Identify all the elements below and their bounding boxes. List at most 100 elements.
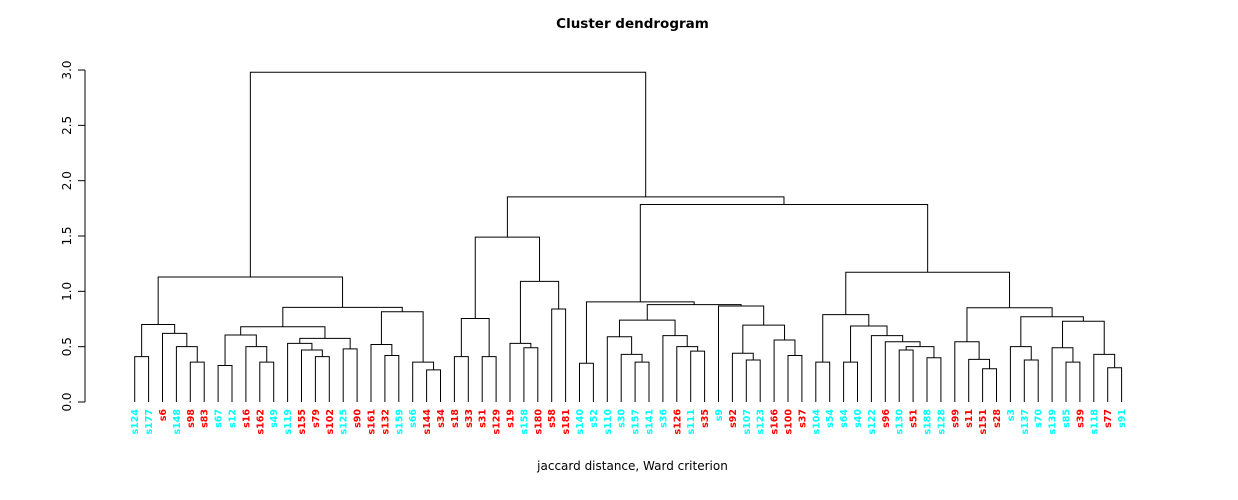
dendrogram-branch (822, 314, 870, 363)
dendrogram-branch (453, 356, 469, 402)
dendrogram-branch (162, 332, 188, 402)
dendrogram-branch (954, 341, 980, 402)
leaf-label-s118: s118 (1089, 409, 1100, 435)
dendrogram-branch (551, 308, 567, 402)
leaf-label-s16: s16 (241, 409, 252, 428)
dendrogram-branch (245, 346, 268, 402)
leaf-label-s161: s161 (367, 409, 378, 435)
leaf-label-s148: s148 (172, 409, 183, 435)
leaf-label-s104: s104 (811, 409, 822, 435)
dendrogram-branch (1065, 361, 1081, 402)
leaf-label-s107: s107 (742, 409, 753, 435)
dendrogram-branch (579, 362, 594, 402)
dendrogram-branch (474, 236, 541, 319)
dendrogram-branch (606, 336, 633, 402)
leaf-label-s90: s90 (353, 409, 364, 428)
dendrogram-branch (134, 356, 150, 402)
dendrogram-branch (240, 326, 326, 339)
y-axis-tick-label: 3.0 (60, 60, 74, 79)
leaf-label-s51: s51 (909, 409, 920, 428)
dendrogram-branch (370, 343, 393, 402)
leaf-label-s151: s151 (978, 409, 989, 435)
leaf-label-s19: s19 (506, 409, 517, 428)
leaf-label-s157: s157 (631, 409, 642, 435)
leaf-label-s162: s162 (255, 409, 266, 435)
dendrogram-branch (966, 307, 1053, 342)
dendrogram-branch (982, 368, 997, 402)
leaf-label-s140: s140 (575, 409, 586, 435)
leaf-label-s3: s3 (1006, 409, 1017, 421)
leaf-label-s129: s129 (492, 409, 503, 435)
dendrogram-branch (884, 341, 921, 402)
leaf-label-s128: s128 (936, 409, 947, 435)
chart-title: Cluster dendrogram (556, 16, 709, 32)
leaf-label-s6: s6 (158, 409, 169, 422)
dendrogram-branch (870, 335, 904, 402)
leaf-label-s123: s123 (756, 409, 767, 435)
leaf-label-s33: s33 (464, 409, 475, 428)
dendrogram-branch (773, 339, 796, 402)
dendrogram-branch (1051, 347, 1074, 402)
dendrogram-branch (189, 361, 205, 402)
leaf-label-s119: s119 (283, 409, 294, 435)
leaf-label-s188: s188 (923, 409, 934, 435)
dendrogram-branch (634, 361, 650, 402)
dendrogram-branch (718, 305, 765, 402)
leaf-label-s177: s177 (144, 409, 155, 435)
dendrogram-branch (141, 324, 176, 357)
leaf-label-s70: s70 (1034, 409, 1045, 428)
leaf-label-s137: s137 (1020, 409, 1031, 435)
dendrogram-branch (1107, 367, 1123, 402)
leaf-label-s180: s180 (533, 409, 544, 435)
dendrogram-branch (926, 357, 942, 402)
dendrogram-branch (968, 358, 991, 402)
leaf-label-s40: s40 (853, 409, 864, 428)
leaf-label-s9: s9 (714, 409, 725, 421)
leaf-label-s58: s58 (547, 409, 558, 428)
dendrogram-branch (282, 306, 403, 327)
dendrogram-branch (301, 349, 323, 402)
dendrogram-branch (249, 71, 647, 277)
dendrogram-branch (287, 342, 313, 402)
y-axis-tick-label: 2.5 (60, 116, 74, 135)
leaf-label-s155: s155 (297, 409, 308, 435)
leaf-label-s18: s18 (450, 409, 461, 428)
leaf-label-s98: s98 (186, 409, 197, 428)
dendrogram-branch (509, 342, 532, 402)
dendrogram-branch (905, 346, 935, 358)
leaf-label-s92: s92 (728, 409, 739, 428)
dendrogram-branch (845, 271, 1011, 315)
leaf-label-s144: s144 (422, 409, 433, 435)
leaf-label-s77: s77 (1103, 409, 1114, 428)
dendrogram-branch (426, 369, 441, 402)
leaf-label-s91: s91 (1117, 409, 1128, 428)
dendrogram-branch (519, 280, 560, 344)
dendrogram-branch (850, 325, 888, 363)
leaf-label-s37: s37 (797, 409, 808, 428)
y-axis-tick-label: 1.5 (60, 226, 74, 245)
y-axis-tick-label: 0.0 (60, 392, 74, 411)
leaf-label-s83: s83 (200, 409, 211, 428)
dendrogram-branch (460, 317, 490, 357)
dendrogram-branch (1020, 316, 1084, 347)
dendrogram-branch (1093, 353, 1116, 402)
leaf-label-s110: s110 (603, 409, 614, 435)
dendrogram-branch (690, 350, 706, 402)
leaf-label-s52: s52 (589, 409, 600, 428)
leaf-label-s11: s11 (964, 409, 975, 428)
dendrogram-branch (662, 335, 688, 402)
leaf-label-s35: s35 (700, 409, 711, 428)
dendrogram-branch (412, 361, 435, 402)
leaf-label-s79: s79 (311, 409, 322, 428)
leaf-label-s141: s141 (645, 409, 656, 435)
leaf-label-s100: s100 (784, 409, 795, 435)
leaf-label-s66: s66 (408, 409, 419, 428)
leaf-label-s159: s159 (394, 409, 405, 435)
dendrogram-branch (898, 349, 914, 402)
dendrogram-branch (585, 301, 695, 364)
dendrogram-branch (523, 347, 539, 402)
dendrogram-branch (217, 364, 233, 402)
leaf-label-s126: s126 (672, 409, 683, 435)
leaf-label-s31: s31 (478, 409, 489, 428)
